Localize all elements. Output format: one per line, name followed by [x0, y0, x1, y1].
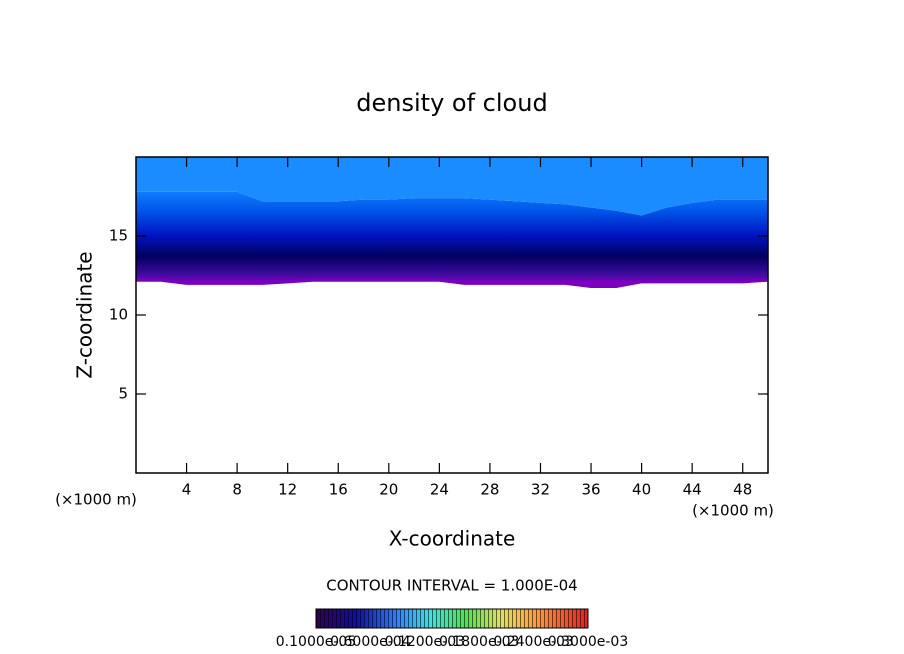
x-tick-label: 40: [632, 481, 651, 499]
y-axis-title: Z-coordinate: [73, 251, 97, 378]
colorbar-frame: [315, 608, 589, 629]
colorbar-label: 0.1000e-05: [276, 634, 356, 650]
plot-area: [136, 157, 769, 289]
colorbar-label: 0.1200e-03: [385, 634, 465, 650]
x-tick-label: 28: [480, 481, 499, 499]
x-tick-label: 20: [379, 481, 398, 499]
x-tick-label: 4: [182, 481, 192, 499]
x-tick-label: 12: [278, 481, 297, 499]
cloud-layer: [136, 191, 768, 287]
y-tick-label: 15: [109, 227, 128, 245]
x-tick-label: 44: [683, 481, 702, 499]
y-unit: (×1000 m): [55, 491, 137, 509]
x-tick-label: 8: [232, 481, 242, 499]
y-tick-label: 5: [118, 385, 128, 403]
cloud-top-layer: [136, 157, 768, 216]
x-tick-label: 36: [581, 481, 600, 499]
colorbar-label: 0.2400e-03: [493, 634, 573, 650]
x-tick-label: 24: [430, 481, 449, 499]
contour-note: CONTOUR INTERVAL = 1.000E-04: [326, 577, 577, 595]
cloud-base-line: [136, 278, 769, 289]
y-tick-label: 10: [109, 306, 128, 324]
colorbar-label: 0.1800e-03: [439, 634, 519, 650]
x-tick-label: 48: [733, 481, 752, 499]
x-tick-label: 16: [329, 481, 348, 499]
x-tick-label: 32: [531, 481, 550, 499]
x-axis-title: X-coordinate: [389, 527, 516, 551]
colorbar-label: 0.3000e-03: [548, 634, 628, 650]
colorbar-label: 0.6000e-04: [330, 634, 411, 650]
x-unit: (×1000 m): [692, 502, 774, 520]
chart-title: density of cloud: [356, 89, 547, 117]
